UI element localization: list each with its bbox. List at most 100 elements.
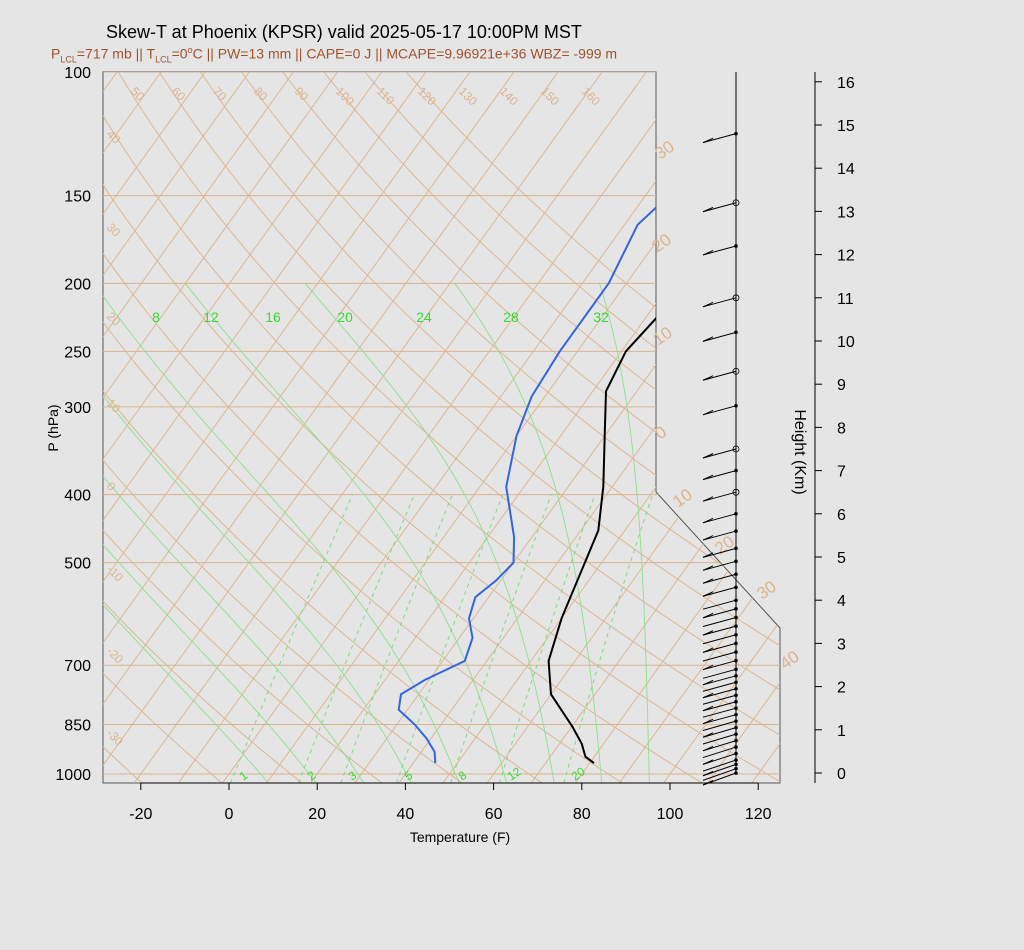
moist-adiabat-line bbox=[184, 283, 507, 783]
height-tick-label: 5 bbox=[837, 550, 846, 567]
wind-barb-feather bbox=[702, 591, 714, 597]
wind-barb bbox=[702, 660, 737, 671]
wind-barb-feather bbox=[702, 474, 714, 481]
wind-marker-dot bbox=[734, 598, 738, 602]
isotherm-line bbox=[103, 72, 382, 783]
isotherm-line bbox=[0, 72, 73, 783]
pressure-tick-label: 150 bbox=[64, 189, 91, 206]
wind-barb bbox=[702, 733, 737, 745]
dewpoint-profile bbox=[397, 72, 780, 764]
wind-marker-dot bbox=[734, 719, 738, 723]
wind-barb-feather bbox=[702, 552, 714, 558]
wind-marker-dot bbox=[734, 131, 738, 136]
height-tick-label: 9 bbox=[837, 377, 846, 394]
wind-barb-feather bbox=[702, 336, 714, 342]
wind-barb-feather bbox=[702, 206, 714, 213]
wind-marker-dot bbox=[734, 468, 738, 473]
moist-adiabat-line bbox=[103, 283, 460, 783]
mixing-ratio-line bbox=[340, 494, 453, 783]
wind-barb bbox=[702, 470, 737, 481]
wind-marker-dot bbox=[734, 693, 738, 698]
wind-barb-feather bbox=[702, 692, 714, 699]
height-tick-label: 0 bbox=[837, 766, 846, 783]
height-tick-label: 13 bbox=[837, 204, 855, 221]
moist-adiabat-label: 16 bbox=[265, 309, 281, 325]
wind-barb bbox=[702, 625, 737, 636]
wind-marker-circle bbox=[732, 445, 740, 453]
wind-marker-dot bbox=[734, 706, 738, 710]
x-axis-label: Temperature (F) bbox=[410, 829, 510, 845]
wind-marker-dot bbox=[734, 771, 738, 775]
isotherm-line bbox=[0, 72, 29, 783]
wind-barb-feather bbox=[702, 759, 714, 765]
moist-adiabat-label: 28 bbox=[503, 309, 519, 325]
wind-barb bbox=[702, 701, 737, 712]
isotherm-line bbox=[972, 72, 1024, 783]
isotherm-line bbox=[103, 72, 427, 783]
wind-marker-dot bbox=[734, 699, 738, 704]
wind-marker-circle bbox=[732, 199, 740, 207]
wind-barb bbox=[702, 651, 737, 662]
pressure-tick-label: 1000 bbox=[55, 767, 91, 784]
wind-marker-dot bbox=[734, 732, 738, 736]
isotherm-line bbox=[103, 72, 471, 783]
moist-adiabat-line bbox=[103, 283, 364, 783]
isotherm-line bbox=[222, 72, 735, 783]
chart-subtitle: PLCL=717 mb || TLCL=0oC || PW=13 mm || C… bbox=[51, 45, 617, 64]
wind-marker-dot bbox=[734, 658, 738, 663]
isotherm-line bbox=[103, 72, 206, 783]
dry-adiabat-line bbox=[103, 72, 623, 783]
isotherm-line bbox=[103, 72, 250, 783]
wind-marker-dot bbox=[734, 559, 738, 564]
wind-marker-dot bbox=[734, 607, 738, 611]
subtitle-rest: C || PW=13 mm || CAPE=0 J || MCAPE=9.969… bbox=[192, 45, 618, 62]
plcl-label: P bbox=[51, 45, 61, 62]
wind-marker-dot bbox=[734, 641, 738, 646]
wind-barb bbox=[702, 202, 737, 213]
isotherm-line bbox=[663, 72, 780, 783]
isotherm-line bbox=[354, 72, 780, 783]
pressure-tick-label: 250 bbox=[64, 344, 91, 361]
wind-marker-dot bbox=[734, 667, 738, 672]
mixing-ratio-line bbox=[450, 494, 552, 783]
wind-barb bbox=[702, 759, 737, 772]
wind-marker-dot bbox=[734, 632, 738, 637]
wind-barb-feather bbox=[702, 375, 714, 381]
wind-barb-feather bbox=[702, 664, 714, 671]
isotherm-line bbox=[574, 72, 780, 783]
dry-adiabat-line bbox=[158, 72, 780, 783]
wind-marker-dot bbox=[734, 650, 738, 654]
wind-barb-feather bbox=[702, 578, 714, 584]
wind-barb-feather bbox=[702, 301, 714, 308]
wind-barb bbox=[702, 370, 737, 381]
isotherm-line bbox=[928, 72, 1024, 783]
wind-marker-dot bbox=[734, 745, 738, 749]
tlcl-subscript: LCL bbox=[155, 54, 172, 65]
wind-barb bbox=[702, 599, 737, 610]
wind-marker-dot bbox=[734, 404, 738, 408]
wind-barb-feather bbox=[702, 732, 714, 738]
height-tick-label: 10 bbox=[837, 334, 855, 351]
wind-marker-dot bbox=[734, 572, 738, 577]
wind-barb bbox=[702, 547, 737, 558]
dry-adiabat-label: 30 bbox=[753, 577, 779, 603]
wind-marker-circle bbox=[732, 367, 740, 375]
pressure-tick-label: 200 bbox=[64, 276, 91, 293]
wind-marker-dot bbox=[734, 615, 738, 620]
moist-adiabat-line bbox=[103, 283, 269, 783]
dry-adiabat-line bbox=[323, 72, 780, 783]
y-axis-label: P (hPa) bbox=[45, 404, 61, 451]
wind-marker-dot bbox=[734, 680, 738, 685]
isotherm-line bbox=[103, 72, 294, 783]
isotherm-line bbox=[398, 72, 780, 783]
wind-marker-dot bbox=[734, 546, 738, 551]
wind-barb bbox=[702, 768, 737, 781]
pressure-tick-label: 850 bbox=[64, 717, 91, 734]
isotherm-line bbox=[796, 72, 1024, 783]
height-tick-label: 7 bbox=[837, 464, 846, 481]
dry-adiabat-line bbox=[241, 72, 780, 783]
isotherm-line bbox=[178, 72, 691, 783]
pressure-tick-label: 500 bbox=[64, 556, 91, 573]
wind-barb bbox=[702, 491, 737, 502]
wind-marker-dot bbox=[734, 762, 738, 767]
